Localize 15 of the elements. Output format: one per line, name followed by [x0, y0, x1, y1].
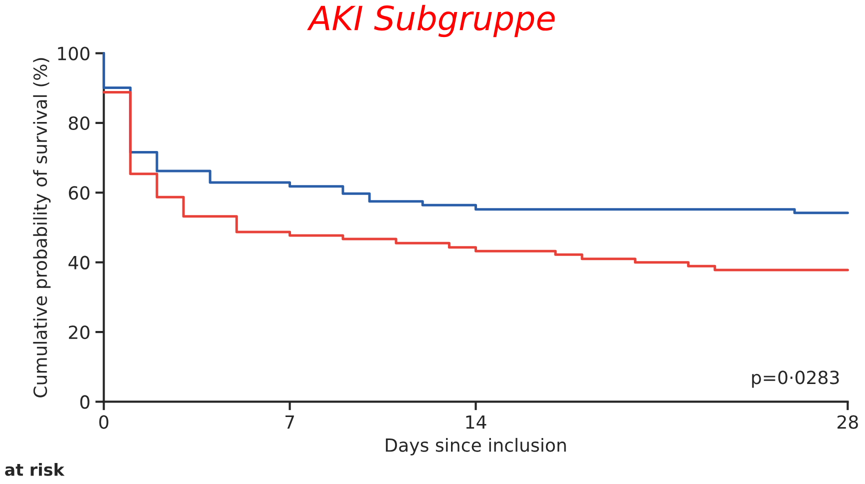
- x-tick-label: 14: [466, 415, 486, 429]
- chart-title: AKI Subgruppe: [307, 4, 555, 38]
- y-tick-label: 60: [68, 186, 90, 200]
- y-tick-label: 80: [68, 116, 90, 130]
- y-tick-label: 40: [68, 256, 90, 270]
- x-tick-label: 28: [838, 415, 858, 429]
- y-axis-title: Cumulative probability of survival (%): [33, 58, 51, 398]
- text: at risk: [5, 463, 65, 476]
- annotation: p=0·0283: [752, 370, 839, 388]
- x-axis-title: Days since inclusion: [386, 438, 566, 456]
- y-tick-label: 100: [58, 46, 90, 60]
- x-tick-label: 0: [99, 415, 108, 429]
- y-tick-label: 0: [80, 395, 90, 409]
- x-tick-label: 7: [286, 415, 294, 429]
- y-tick-label: 20: [68, 325, 90, 340]
